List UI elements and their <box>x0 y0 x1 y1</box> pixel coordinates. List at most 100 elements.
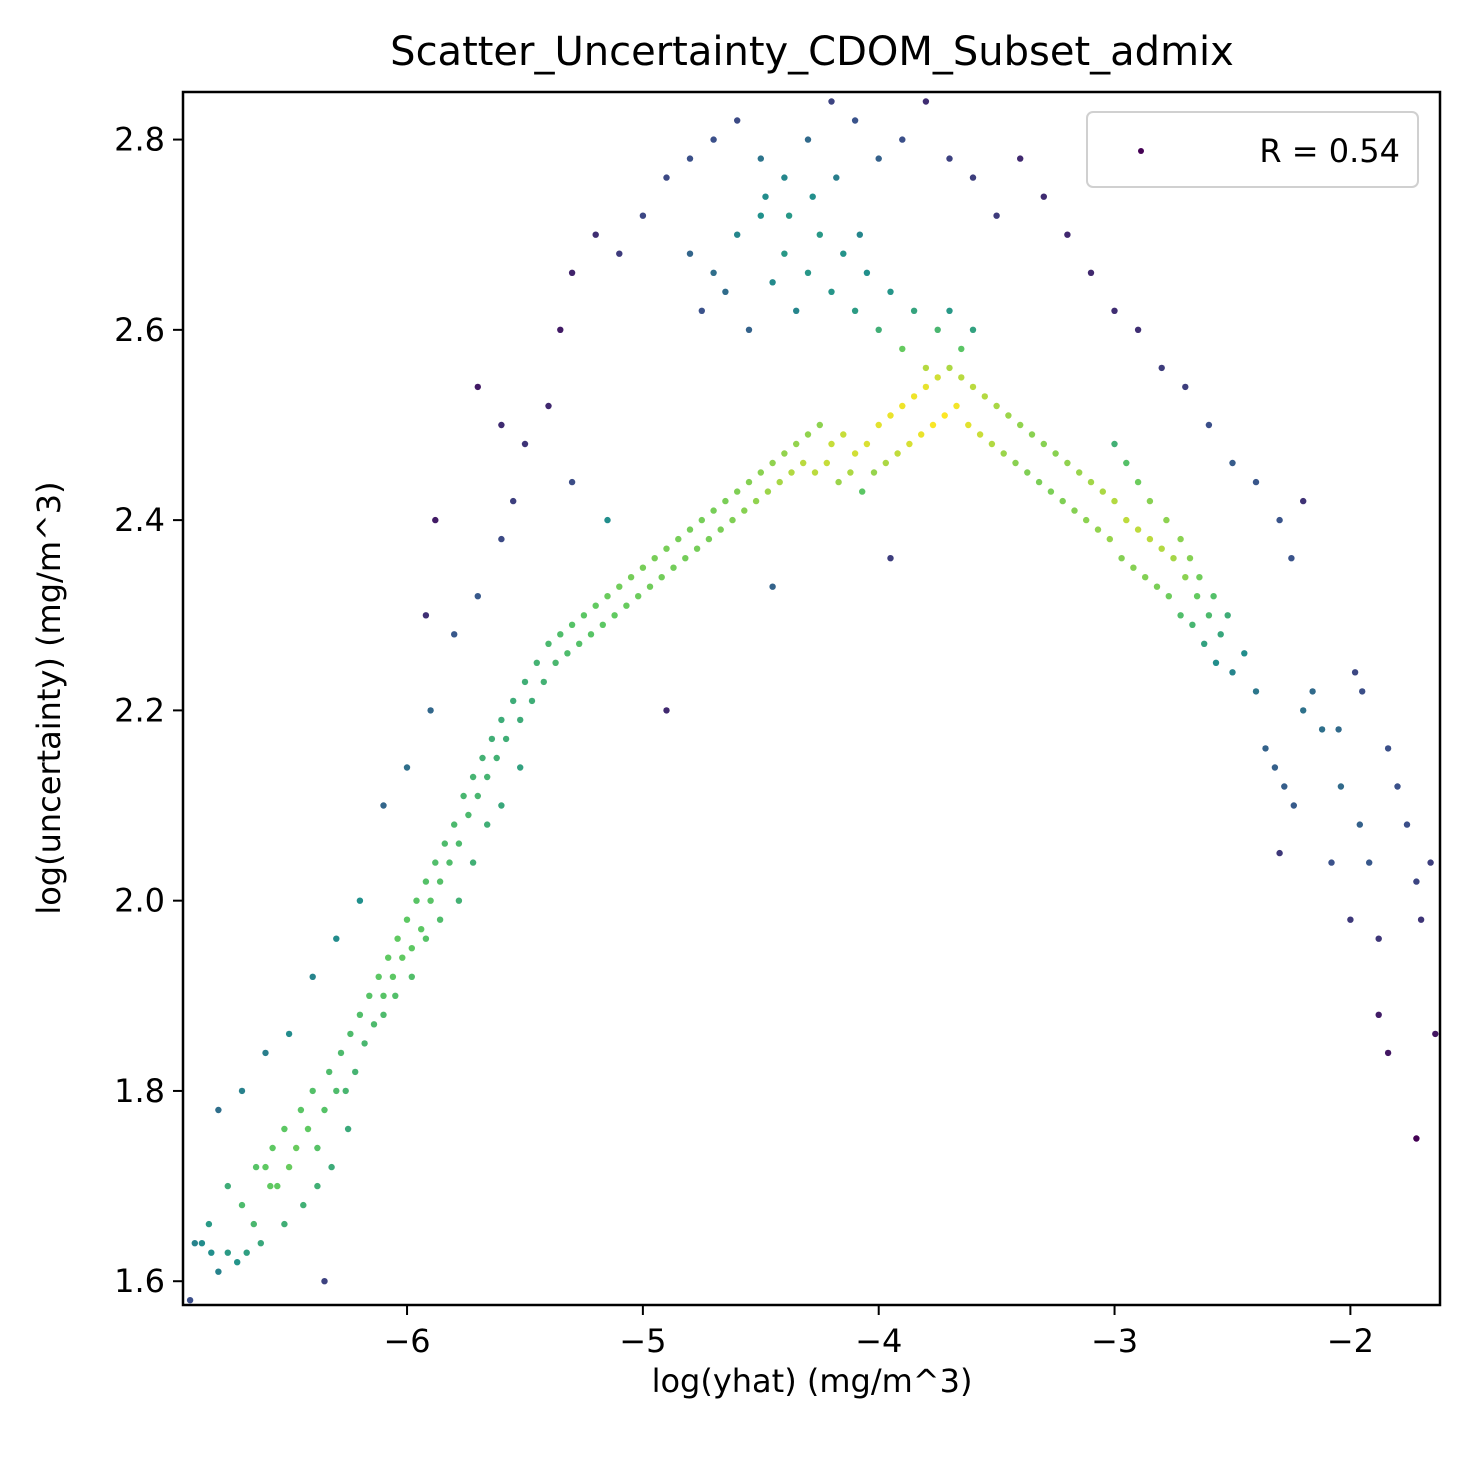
y-tick-label: 2.4 <box>114 501 165 539</box>
scatter-point <box>646 583 654 590</box>
scatter-point <box>1111 307 1118 314</box>
scatter-point <box>847 469 854 476</box>
scatter-point <box>840 250 847 257</box>
scatter-point <box>1083 516 1090 524</box>
scatter-point <box>1094 526 1102 533</box>
scatter-point <box>1000 450 1007 457</box>
scatter-point <box>816 421 823 429</box>
scatter-point <box>394 935 401 942</box>
scatter-point <box>764 488 772 495</box>
scatter-point <box>851 307 859 314</box>
legend-label: R = 0.54 <box>1259 132 1400 170</box>
scatter-point <box>1017 421 1024 429</box>
scatter-point <box>293 1144 300 1152</box>
scatter-point <box>793 440 800 448</box>
scatter-point <box>552 659 559 666</box>
scatter-point <box>875 155 882 162</box>
scatter-point <box>785 212 793 219</box>
scatter-point <box>465 811 472 819</box>
scatter-point <box>1040 440 1048 448</box>
scatter-point <box>517 764 524 771</box>
scatter-point <box>710 507 717 514</box>
scatter-point <box>356 897 364 904</box>
scatter-point <box>946 307 953 314</box>
scatter-point <box>1064 459 1071 467</box>
scatter-point <box>922 364 930 372</box>
scatter-point <box>651 555 658 562</box>
scatter-point <box>186 1297 194 1304</box>
scatter-point <box>521 440 529 448</box>
scatter-point <box>1189 621 1196 628</box>
scatter-point <box>1005 412 1012 419</box>
scatter-point <box>1170 555 1177 562</box>
scatter-point <box>816 231 823 238</box>
scatter-point <box>250 1220 257 1228</box>
scatter-point <box>953 402 960 410</box>
scatter-point <box>734 488 741 495</box>
scatter-point <box>965 421 972 429</box>
scatter-point <box>321 1106 328 1114</box>
scatter-point <box>941 412 948 419</box>
scatter-point <box>1241 650 1248 657</box>
scatter-point <box>1134 526 1142 533</box>
scatter-point <box>533 659 540 666</box>
scatter-point <box>281 1220 288 1228</box>
scatter-point <box>333 1087 340 1095</box>
scatter-point <box>757 212 764 219</box>
scatter-point <box>1205 612 1213 619</box>
x-tick-label: −4 <box>855 1322 902 1360</box>
scatter-point <box>899 136 906 143</box>
scatter-point <box>413 897 420 904</box>
y-tick-label: 2.8 <box>114 121 165 159</box>
scatter-point <box>859 488 866 495</box>
scatter-point <box>604 516 611 524</box>
scatter-point <box>191 1240 198 1247</box>
scatter-point <box>215 1106 222 1114</box>
y-tick-label: 2.6 <box>114 311 165 349</box>
scatter-point <box>611 612 618 619</box>
scatter-point <box>663 545 670 552</box>
scatter-point <box>262 1049 269 1057</box>
scatter-point <box>616 250 623 257</box>
scatter-point <box>460 792 467 800</box>
scatter-point <box>347 1030 354 1038</box>
scatter-point <box>1177 612 1184 619</box>
scatter-point <box>1153 583 1161 590</box>
x-axis: −6 −5 −4 −3 −2 <box>383 1305 1374 1360</box>
scatter-point <box>993 402 1000 410</box>
scatter-point <box>958 374 965 381</box>
y-tick-label: 1.8 <box>114 1072 165 1110</box>
scatter-point <box>309 973 316 980</box>
scatter-point <box>686 526 694 533</box>
scatter-point <box>1281 783 1288 790</box>
scatter-point <box>804 269 812 276</box>
scatter-point <box>1417 916 1425 923</box>
scatter-point <box>627 574 635 581</box>
scatter-point <box>568 269 576 276</box>
scatter-point <box>333 935 340 942</box>
scatter-point <box>623 602 630 609</box>
scatter-point <box>1309 688 1316 695</box>
scatter-point <box>403 916 411 923</box>
scatter-point <box>894 450 901 457</box>
scatter-point <box>493 754 500 762</box>
scatter-point <box>856 231 863 238</box>
scatter-point <box>1276 516 1283 524</box>
scatter-point <box>934 326 941 333</box>
scatter-point <box>793 307 800 314</box>
scatter-point <box>592 602 599 609</box>
scatter-point <box>722 288 729 295</box>
scatter-point <box>910 393 918 400</box>
scatter-point <box>297 1106 305 1114</box>
legend-marker <box>1138 148 1144 154</box>
scatter-point <box>899 402 906 410</box>
x-tick-label: −3 <box>1091 1322 1138 1360</box>
scatter-point <box>422 612 430 619</box>
scatter-point <box>875 326 882 333</box>
scatter-point <box>1012 459 1019 467</box>
scatter-point <box>314 1182 321 1190</box>
scatter-point <box>1123 459 1130 467</box>
scatter-point <box>451 821 458 828</box>
scatter-point <box>1366 859 1373 866</box>
scatter-point <box>545 402 552 410</box>
